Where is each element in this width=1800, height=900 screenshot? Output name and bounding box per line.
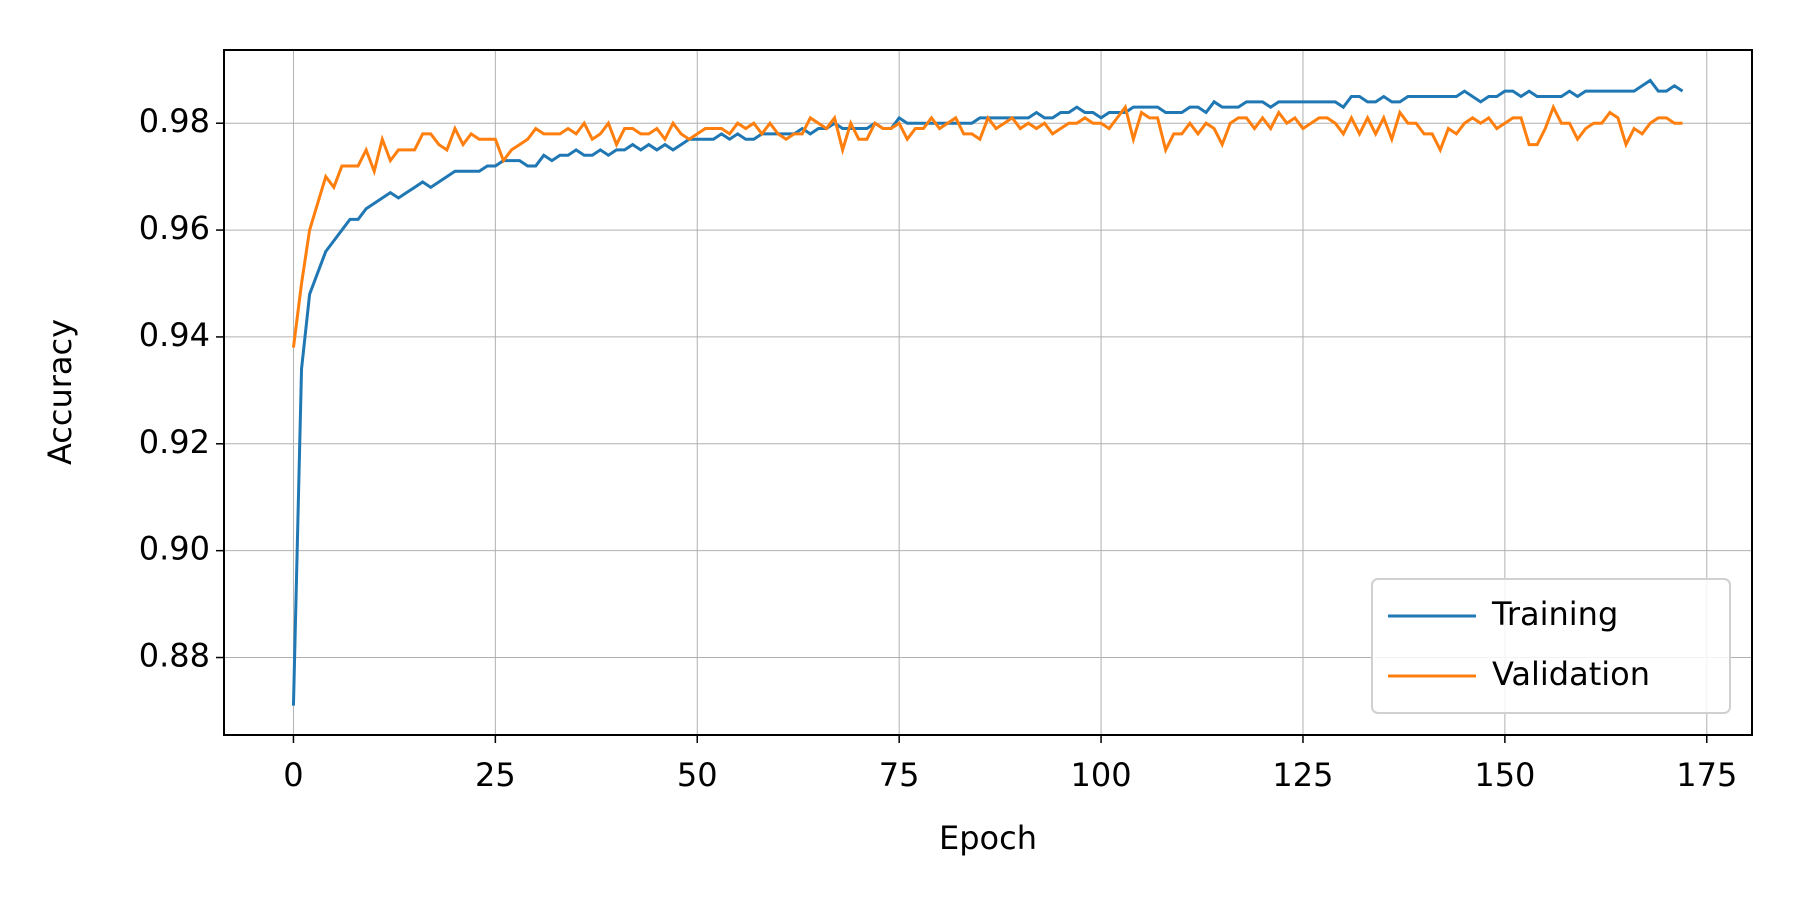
x-tick-label: 100	[1071, 756, 1132, 794]
y-tick-label: 0.92	[139, 423, 210, 461]
legend-label: Validation	[1492, 655, 1650, 693]
y-axis-label: Accuracy	[41, 319, 79, 465]
legend-label: Training	[1491, 595, 1618, 633]
x-tick-label: 150	[1474, 756, 1535, 794]
y-tick-label: 0.98	[139, 102, 210, 140]
y-tick-label: 0.88	[139, 637, 210, 675]
x-tick-label: 0	[283, 756, 303, 794]
plot-frame	[223, 49, 1753, 736]
line-series	[291, 103, 1683, 348]
y-tick-label: 0.96	[139, 209, 210, 247]
x-tick-label: 25	[475, 756, 516, 794]
x-tick-label: 175	[1676, 756, 1737, 794]
y-tick-label: 0.94	[139, 316, 210, 354]
x-tick-label: 125	[1272, 756, 1333, 794]
x-tick-label: 50	[677, 756, 718, 794]
x-tick-label: 75	[879, 756, 920, 794]
x-axis-label: Epoch	[939, 819, 1037, 857]
y-tick-label: 0.90	[139, 530, 210, 568]
legend-box	[1371, 578, 1731, 714]
